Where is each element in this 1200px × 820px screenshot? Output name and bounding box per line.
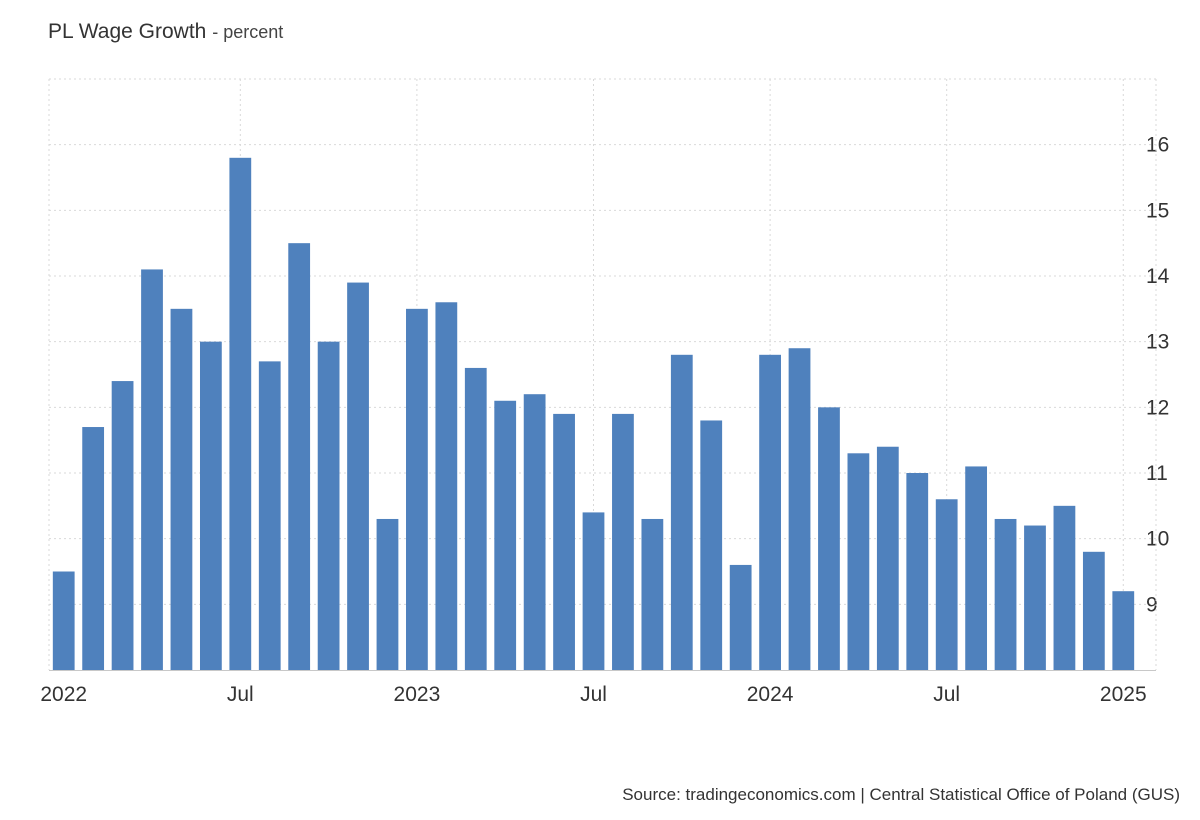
y-tick-label: 15 [1146, 199, 1169, 222]
bar [376, 518, 399, 670]
bar [406, 308, 428, 670]
chart-unit: percent [223, 22, 284, 42]
bar [641, 518, 664, 670]
bar [494, 400, 517, 670]
y-tick-label: 11 [1146, 462, 1168, 485]
bar [317, 341, 340, 670]
y-tick-label: 16 [1146, 134, 1169, 157]
bar [965, 466, 988, 670]
bar [523, 394, 546, 670]
bar [1024, 525, 1046, 670]
x-tick-label: Jul [227, 683, 254, 706]
bar [347, 282, 369, 670]
y-tick-label: 10 [1146, 528, 1169, 551]
bar [1082, 551, 1105, 670]
bar [435, 302, 458, 670]
bar [229, 157, 252, 671]
bar [612, 413, 634, 670]
bar [788, 348, 811, 670]
bar [906, 473, 929, 670]
bar [759, 354, 781, 670]
bar [670, 354, 693, 670]
x-tick-label: 2024 [747, 683, 794, 706]
bar [288, 243, 311, 670]
bar [464, 367, 487, 670]
chart-title: PL Wage Growth - percent [48, 20, 284, 43]
source-text: Source: tradingeconomics.com | Central S… [622, 785, 1180, 804]
bar [847, 453, 870, 670]
bar [994, 518, 1017, 670]
x-tick-label: 2022 [40, 683, 87, 706]
y-tick-label: 13 [1146, 331, 1169, 354]
bar [111, 381, 134, 670]
x-tick-label: 2025 [1100, 683, 1147, 706]
bar [1053, 505, 1076, 670]
bar [818, 407, 840, 670]
chart-title-text: PL Wage Growth [48, 20, 207, 43]
bar [582, 512, 605, 670]
y-tick-label: 14 [1146, 265, 1170, 288]
bar [729, 564, 752, 670]
bar [700, 420, 723, 670]
y-tick-label: 12 [1146, 396, 1169, 419]
x-tick-label: 2023 [394, 683, 441, 706]
x-tick-label: Jul [933, 683, 960, 706]
bar [935, 499, 958, 670]
bar [1112, 591, 1135, 670]
x-tick-label: Jul [580, 683, 607, 706]
bar [170, 308, 193, 670]
y-tick-label: 9 [1146, 593, 1158, 616]
bar [876, 446, 899, 670]
bar-chart: 9 10 11 12 13 14 15 16 2022 Jul 2023 Jul 2024 Jul 2025 [40, 78, 1170, 706]
bar [52, 571, 75, 670]
bar [258, 361, 281, 670]
bar [82, 427, 105, 670]
bar [553, 413, 575, 670]
bar [199, 341, 222, 670]
bar [141, 269, 163, 670]
